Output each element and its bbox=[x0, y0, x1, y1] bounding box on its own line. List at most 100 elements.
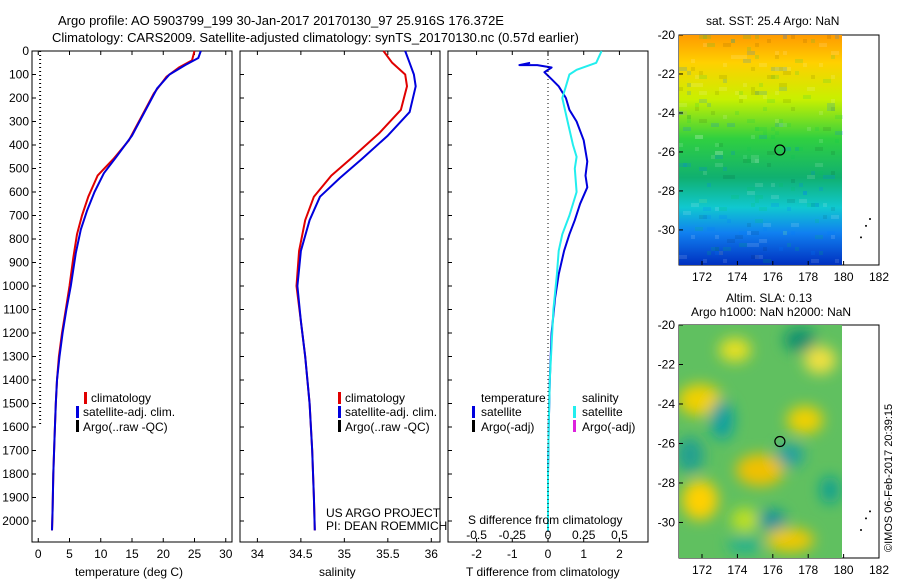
sst-pixel bbox=[719, 75, 727, 79]
x-tick-label: 5 bbox=[66, 547, 73, 561]
sla-map-title: Altim. SLA: 0.13 bbox=[726, 291, 812, 305]
sst-pixel bbox=[831, 55, 835, 59]
sst-pixel bbox=[747, 51, 755, 55]
sla-anomaly-blob bbox=[766, 528, 814, 552]
sst-pixel bbox=[771, 67, 779, 71]
sst-pixel bbox=[823, 215, 827, 219]
sst-pixel bbox=[727, 219, 731, 223]
sla-anomaly-blob bbox=[727, 537, 763, 553]
x-tick-label: 0 bbox=[35, 547, 42, 561]
sst-pixel bbox=[763, 131, 767, 135]
sla-anomaly-blob bbox=[758, 510, 786, 530]
sst-pixel bbox=[747, 147, 751, 151]
sst-pixel bbox=[767, 75, 775, 79]
sst-pixel bbox=[727, 123, 735, 127]
sst-pixel bbox=[699, 199, 707, 203]
sst-pixel bbox=[751, 87, 755, 91]
sst-pixel bbox=[831, 151, 835, 155]
sst-pixel bbox=[731, 39, 735, 43]
depth-axis: 0 100 200 300 400 500 600 700 800 900 1000 1100 1200… bbox=[2, 44, 36, 528]
sst-pixel bbox=[795, 59, 803, 63]
sst-pixel bbox=[727, 239, 735, 243]
x-tick-label: 35.5 bbox=[376, 547, 400, 561]
sst-pixel bbox=[715, 235, 719, 239]
sst-pixel bbox=[783, 231, 787, 235]
sla-anomaly-blob bbox=[804, 346, 836, 374]
island-dot bbox=[869, 218, 871, 220]
map-x-tick-label: 176 bbox=[763, 563, 783, 577]
sst-pixel bbox=[759, 63, 767, 67]
sst-pixel bbox=[703, 259, 707, 263]
sst-pixel bbox=[831, 99, 835, 103]
sst-pixel bbox=[723, 247, 731, 251]
sst-pixel bbox=[783, 71, 791, 75]
temperature-legend: climatology satellite-adj. clim. Argo(..… bbox=[76, 391, 175, 434]
sst-pixel bbox=[751, 255, 759, 259]
sst-pixel bbox=[699, 119, 707, 123]
map-x-tick-label: 180 bbox=[834, 563, 854, 577]
sst-pixel bbox=[819, 163, 823, 167]
top-x-tick-label: -0.5 bbox=[466, 528, 487, 542]
sst-pixel bbox=[835, 139, 839, 143]
map-x-tick-label: 176 bbox=[763, 270, 783, 284]
sst-pixel bbox=[723, 167, 727, 171]
sst-pixel bbox=[803, 191, 807, 195]
sst-pixel bbox=[739, 243, 747, 247]
depth-tick-label: 300 bbox=[9, 115, 29, 129]
sst-pixel bbox=[835, 115, 843, 119]
legend-label-satellite: satellite-adj. clim. bbox=[83, 405, 175, 419]
sla-field bbox=[679, 325, 842, 558]
sst-pixel bbox=[723, 63, 727, 67]
sst-pixel bbox=[679, 103, 687, 107]
sst-pixel bbox=[795, 147, 799, 151]
sst-pixel bbox=[819, 187, 823, 191]
project-annotation: US ARGO PROJECT bbox=[326, 506, 441, 520]
figure-title-line1: Argo profile: AO 5903799_199 30-Jan-2017… bbox=[58, 13, 504, 28]
sst-pixel bbox=[695, 135, 703, 139]
sst-pixel bbox=[823, 175, 831, 179]
sst-pixel bbox=[695, 75, 699, 79]
sst-pixel bbox=[731, 39, 735, 43]
sst-pixel bbox=[711, 155, 715, 159]
top-x-tick-label: -0.25 bbox=[499, 528, 527, 542]
legend-label-argo: Argo(..raw -QC) bbox=[345, 420, 430, 434]
x-tick-label: 1 bbox=[580, 547, 587, 561]
map-x-tick-label: 178 bbox=[798, 563, 818, 577]
sst-pixel bbox=[791, 107, 795, 111]
top-x-tick-label: 0.5 bbox=[611, 528, 628, 542]
sst-pixel bbox=[819, 43, 827, 47]
sst-pixel bbox=[819, 251, 823, 255]
sst-pixel bbox=[707, 43, 715, 47]
sla-anomaly-blob bbox=[787, 406, 823, 434]
sst-pixel bbox=[775, 91, 779, 95]
sst-pixel bbox=[791, 179, 795, 183]
sst-pixel bbox=[751, 159, 759, 163]
sst-pixel bbox=[763, 223, 771, 227]
sst-pixel bbox=[815, 127, 819, 131]
sla-map-subtitle: Argo h1000: NaN h2000: NaN bbox=[691, 305, 851, 319]
sst-pixel bbox=[751, 91, 759, 95]
legend-label-climatology: climatology bbox=[91, 391, 151, 405]
sst-pixel bbox=[707, 227, 715, 231]
sst-pixel bbox=[815, 219, 819, 223]
pi-annotation: PI: DEAN ROEMMICH bbox=[326, 519, 447, 533]
sst-pixel bbox=[767, 99, 775, 103]
sst-pixel bbox=[803, 63, 807, 67]
sst-pixel bbox=[719, 207, 727, 211]
sst-pixel bbox=[755, 35, 759, 39]
sst-pixel bbox=[807, 175, 815, 179]
sst-pixel bbox=[707, 183, 711, 187]
x-tick-label: 25 bbox=[188, 547, 202, 561]
x-tick-label: 34.5 bbox=[289, 547, 313, 561]
x-tick-label: 0 bbox=[545, 547, 552, 561]
sst-pixel bbox=[763, 259, 771, 263]
sst-pixel bbox=[783, 123, 791, 127]
sst-pixel bbox=[755, 195, 763, 199]
sst-pixel bbox=[811, 39, 815, 43]
island-dot bbox=[860, 236, 862, 239]
sst-pixel bbox=[723, 43, 731, 47]
sst-pixel bbox=[767, 151, 775, 155]
map-x-tick-label: 180 bbox=[834, 270, 854, 284]
map-y-tick-label: -22 bbox=[658, 67, 676, 81]
sst-pixel bbox=[779, 83, 787, 87]
